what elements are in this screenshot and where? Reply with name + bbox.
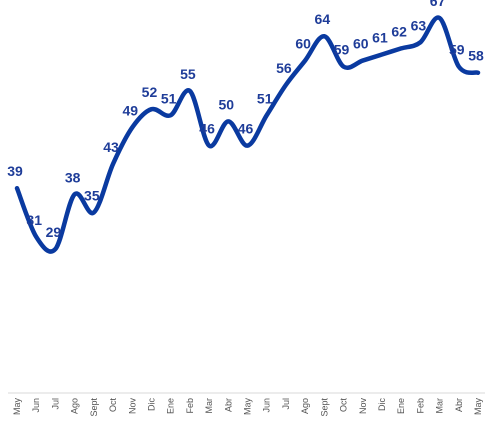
line bbox=[14, 15, 481, 254]
data-label: 56 bbox=[276, 60, 292, 76]
x-tick-label: Oct bbox=[339, 398, 349, 413]
data-label: 49 bbox=[122, 102, 138, 118]
x-tick-label: Ene bbox=[166, 398, 176, 414]
data-label: 59 bbox=[334, 42, 350, 58]
data-label: 58 bbox=[468, 48, 484, 64]
x-tick-label: Feb bbox=[415, 398, 425, 414]
x-tick-label: Ene bbox=[396, 398, 406, 414]
x-tick-label: Mar bbox=[435, 398, 445, 414]
data-label: 39 bbox=[7, 163, 23, 179]
x-tick-label: Dic bbox=[377, 398, 387, 411]
x-tick-label: Sept bbox=[89, 398, 99, 417]
x-tick-label: Ago bbox=[70, 398, 80, 414]
data-label: 38 bbox=[65, 169, 81, 185]
x-tick-label: Jun bbox=[262, 398, 272, 413]
data-label: 61 bbox=[372, 29, 388, 45]
data-label: 55 bbox=[180, 66, 196, 82]
x-tick-label: Ago bbox=[300, 398, 310, 414]
data-label: 63 bbox=[411, 17, 427, 33]
data-label: 43 bbox=[103, 139, 119, 155]
data-label: 29 bbox=[46, 224, 62, 240]
data-label: 51 bbox=[161, 90, 177, 106]
x-tick-label: Oct bbox=[108, 398, 118, 413]
data-label: 59 bbox=[449, 42, 465, 58]
data-label: 60 bbox=[353, 36, 369, 52]
data-label: 46 bbox=[238, 121, 254, 137]
data-label: 52 bbox=[142, 84, 158, 100]
x-tick-label: Jul bbox=[50, 398, 60, 410]
x-tick-label: May bbox=[243, 398, 253, 416]
x-tick-label: Nov bbox=[127, 398, 137, 415]
x-tick-label: May bbox=[12, 398, 22, 416]
data-label: 60 bbox=[295, 36, 311, 52]
x-tick-label: Feb bbox=[185, 398, 195, 414]
x-tick-label: Nov bbox=[358, 398, 368, 415]
x-tick-label: Dic bbox=[146, 398, 156, 411]
x-tick-label: Abr bbox=[223, 398, 233, 412]
x-tick-label: Sept bbox=[319, 398, 329, 417]
data-label: 67 bbox=[430, 0, 446, 9]
data-label: 51 bbox=[257, 90, 273, 106]
data-label: 46 bbox=[199, 121, 215, 137]
x-tick-label: May bbox=[473, 398, 483, 416]
x-tick-label: Mar bbox=[204, 398, 214, 414]
data-label: 50 bbox=[219, 96, 235, 112]
data-label: 62 bbox=[391, 23, 407, 39]
data-label: 35 bbox=[84, 188, 100, 204]
x-tick-label: Jul bbox=[281, 398, 291, 410]
x-tick-label: Jun bbox=[31, 398, 41, 413]
data-label: 31 bbox=[26, 212, 42, 228]
x-tick-label: Abr bbox=[454, 398, 464, 412]
data-label: 64 bbox=[315, 11, 331, 27]
